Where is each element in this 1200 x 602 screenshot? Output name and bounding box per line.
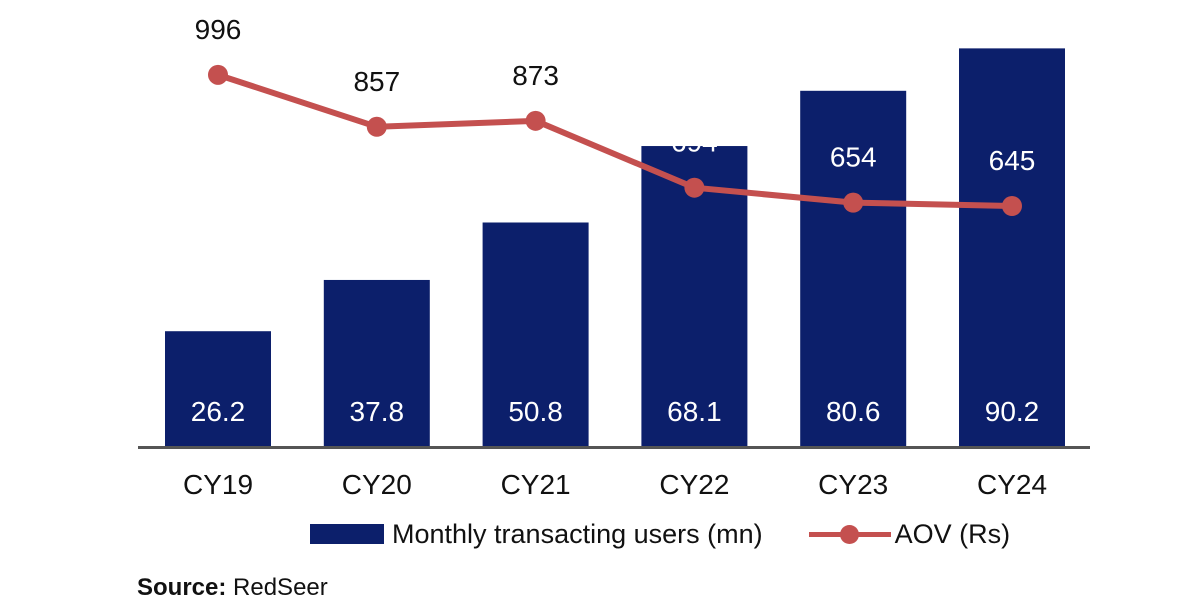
bar-value-label-cy21: 50.8	[508, 396, 563, 427]
bar-value-label-cy23: 80.6	[826, 396, 881, 427]
aov-point-cy21	[525, 110, 546, 131]
aov-point-cy22	[684, 177, 705, 198]
bar-cy20	[323, 279, 430, 447]
aov-point-cy23	[843, 192, 864, 213]
aov-value-label-cy23: 654	[830, 142, 877, 173]
legend-line-label: AOV (Rs)	[894, 518, 1011, 549]
aov-point-cy19	[208, 64, 228, 85]
bar-cy23	[800, 90, 907, 448]
aov-value-label-cy24: 645	[989, 145, 1036, 176]
x-axis: CY19 CY20 CY21 CY22 CY23 CY24	[138, 446, 1090, 500]
aov-point-cy24	[1002, 196, 1022, 217]
aov-point-cy20	[366, 116, 387, 137]
bar-cy21	[482, 222, 589, 447]
aov-value-label-cy21: 873	[512, 60, 559, 91]
source-note: Source: RedSeer	[137, 574, 328, 602]
aov-value-label-cy19: 996	[195, 14, 242, 45]
x-tick-label-cy21: CY21	[501, 469, 571, 500]
x-tick-label-cy23: CY23	[818, 469, 888, 500]
legend-line-marker	[839, 525, 859, 544]
bar-cy19	[165, 331, 271, 447]
x-tick-label-cy22: CY22	[659, 469, 729, 500]
legend-line-swatch	[808, 524, 891, 544]
source-prefix: Source:	[137, 574, 227, 601]
bar-value-label-cy22: 68.1	[667, 396, 722, 427]
x-tick-label-cy20: CY20	[342, 469, 412, 500]
x-tick-label-cy24: CY24	[977, 469, 1047, 500]
aov-value-label-cy20: 857	[353, 66, 400, 97]
bar-value-label-cy24: 90.2	[985, 396, 1040, 427]
legend-bar-label: Monthly transacting users (mn)	[392, 518, 763, 549]
x-tick-label-cy19: CY19	[183, 469, 253, 500]
aov-line-layer	[208, 64, 1022, 217]
legend: Monthly transacting users (mn) AOV (Rs)	[310, 514, 1010, 554]
bars-layer	[165, 48, 1065, 448]
labels-layer: 26.2 37.8 50.8 68.1 80.6 90.2 996 857 873 694 654 6…	[191, 14, 1040, 427]
bar-value-label-cy20: 37.8	[350, 396, 405, 427]
aov-line	[215, 71, 1015, 210]
bar-cy24	[959, 48, 1065, 447]
bar-value-label-cy19: 26.2	[191, 396, 246, 427]
aov-value-label-cy22: 694	[671, 127, 718, 158]
legend-bar-swatch	[310, 524, 384, 544]
source-text: RedSeer	[233, 574, 328, 601]
